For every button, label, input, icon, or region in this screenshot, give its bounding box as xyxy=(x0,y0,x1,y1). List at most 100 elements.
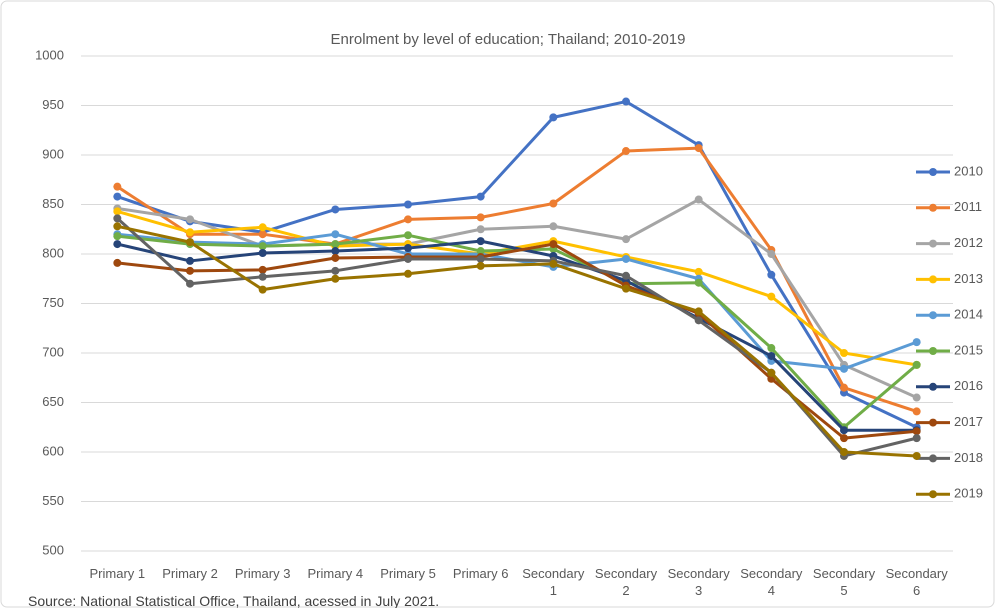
y-tick-label: 600 xyxy=(42,443,64,458)
data-point xyxy=(404,231,412,240)
data-point xyxy=(331,266,340,275)
legend-marker xyxy=(929,454,937,463)
x-tick-label: Secondary 5 xyxy=(812,566,876,598)
data-point xyxy=(404,254,412,263)
legend-label: 2010 xyxy=(954,163,983,178)
legend-label: 2018 xyxy=(954,450,983,465)
data-point xyxy=(622,271,630,280)
series-line xyxy=(116,100,918,429)
data-point xyxy=(404,200,412,209)
data-point xyxy=(912,360,921,369)
data-point xyxy=(113,214,122,223)
data-point xyxy=(258,272,267,281)
data-point xyxy=(840,434,848,443)
data-point xyxy=(767,344,776,353)
x-tick-label: Primary 5 xyxy=(380,566,436,581)
y-tick-label: 700 xyxy=(42,344,64,359)
legend-label: 2019 xyxy=(954,486,983,501)
data-point xyxy=(476,192,485,201)
data-point xyxy=(331,205,340,214)
legend-label: 2014 xyxy=(954,307,983,322)
x-tick-label: Secondary 3 xyxy=(667,566,730,598)
x-tick-label: Primary 3 xyxy=(234,566,291,581)
data-point xyxy=(840,364,848,373)
legend-label: 2015 xyxy=(954,342,983,357)
data-point xyxy=(694,267,703,276)
data-point xyxy=(258,230,267,239)
series-line xyxy=(116,239,917,432)
legend-marker xyxy=(929,239,937,248)
data-point xyxy=(186,256,194,265)
data-point xyxy=(912,451,921,460)
data-point xyxy=(186,279,194,288)
data-point xyxy=(331,240,340,249)
data-point xyxy=(840,383,848,392)
data-point xyxy=(476,261,485,270)
data-point xyxy=(331,247,340,256)
legend-label: 2016 xyxy=(954,378,983,393)
data-point xyxy=(331,230,340,239)
legend-marker xyxy=(929,168,937,176)
y-tick-label: 1000 xyxy=(35,47,64,62)
data-point xyxy=(113,182,122,191)
data-point xyxy=(767,351,776,360)
y-tick-label: 950 xyxy=(42,97,64,112)
series-line xyxy=(117,198,918,399)
data-point xyxy=(622,147,630,156)
series-line xyxy=(117,224,917,458)
y-tick-label: 800 xyxy=(42,245,64,260)
y-tick-label: 850 xyxy=(42,196,64,211)
legend-marker xyxy=(929,203,937,212)
legend-marker xyxy=(929,311,937,320)
data-point xyxy=(622,254,630,263)
data-point xyxy=(404,215,412,224)
data-point xyxy=(694,316,703,325)
y-tick-label: 900 xyxy=(42,146,64,161)
y-tick-label: 650 xyxy=(42,394,64,409)
legend-marker xyxy=(929,347,937,355)
data-point xyxy=(694,278,703,287)
x-tick-label: Primary 1 xyxy=(89,566,146,581)
y-tick-label: 500 xyxy=(42,542,64,557)
legend-marker xyxy=(929,418,937,427)
data-point xyxy=(549,222,558,231)
y-tick-label: 750 xyxy=(42,295,64,310)
data-point xyxy=(113,222,122,231)
data-point xyxy=(404,269,412,278)
data-point xyxy=(258,242,267,251)
legend-marker xyxy=(929,382,937,391)
data-point xyxy=(258,265,267,274)
data-point xyxy=(331,253,340,262)
data-point xyxy=(767,250,776,258)
data-point xyxy=(912,338,921,347)
data-point xyxy=(622,97,630,106)
data-point xyxy=(767,368,776,377)
data-point xyxy=(476,254,485,263)
x-tick-label: Primary 4 xyxy=(307,566,364,581)
data-point xyxy=(113,192,122,201)
x-tick-label: Secondary 2 xyxy=(594,566,658,598)
data-point xyxy=(476,237,485,246)
legend-marker xyxy=(929,275,937,284)
data-point xyxy=(840,349,848,357)
data-point xyxy=(113,232,122,241)
legend-label: 2013 xyxy=(954,271,983,286)
data-point xyxy=(549,113,558,122)
data-point xyxy=(549,199,558,208)
data-point xyxy=(840,426,848,435)
chart-title: Enrolment by level of education; Thailan… xyxy=(331,31,686,48)
data-point xyxy=(622,235,630,244)
data-point xyxy=(912,434,921,443)
data-point xyxy=(186,215,194,224)
data-point xyxy=(694,307,703,316)
data-point xyxy=(912,393,921,402)
data-point xyxy=(549,240,558,249)
x-tick-label: Secondary 6 xyxy=(885,566,948,598)
legend-label: 2011 xyxy=(954,199,982,214)
data-point xyxy=(258,249,267,258)
data-point xyxy=(331,274,340,283)
x-tick-label: Primary 6 xyxy=(452,566,509,581)
x-tick-label: Secondary 4 xyxy=(740,566,803,598)
